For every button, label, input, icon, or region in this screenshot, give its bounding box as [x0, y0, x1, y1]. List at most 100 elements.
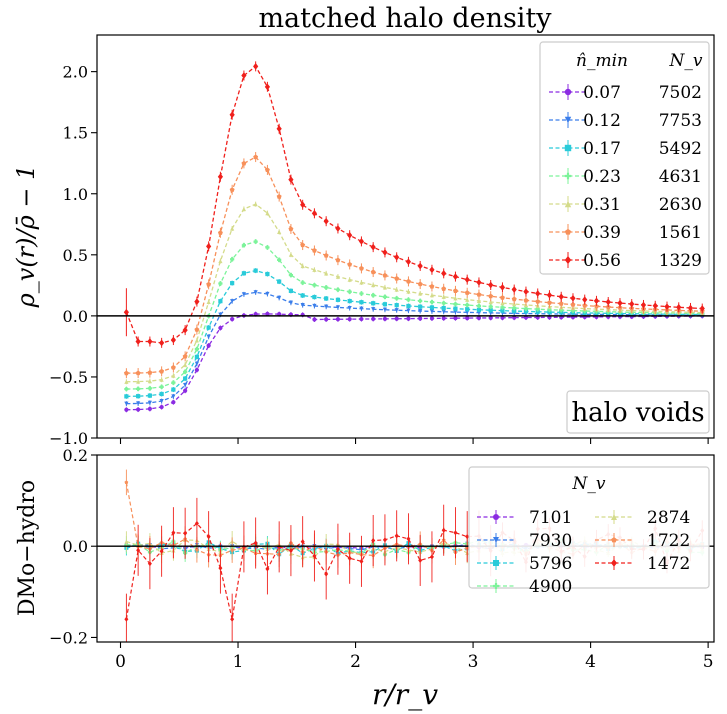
- top-legend-frame: [539, 41, 710, 275]
- legend-row-0.17: 0.17 5492: [549, 139, 702, 159]
- data-point: [371, 282, 376, 288]
- data-point: [147, 386, 152, 391]
- data-point: [535, 309, 540, 314]
- top-legend: n̂_min N_v 0.07 7502 0.12 7753 0.17 5492 0.23 4…: [539, 41, 710, 275]
- data-point: [253, 540, 258, 546]
- data-point: [288, 272, 294, 278]
- data-point: [218, 258, 223, 264]
- data-point: [253, 239, 258, 244]
- data-point: [476, 303, 482, 308]
- legend-swatch-marker: [564, 200, 572, 208]
- data-point: [288, 176, 294, 183]
- series-line-0.56: [125, 65, 703, 344]
- data-point: [523, 288, 529, 295]
- data-point: [488, 308, 493, 313]
- data-point: [159, 548, 164, 554]
- top-axes-frame: [96, 34, 715, 439]
- data-point: [264, 167, 270, 173]
- data-point: [183, 369, 188, 374]
- legend-nmin-value: 0.12: [583, 111, 621, 131]
- data-point: [406, 303, 411, 309]
- top-x-ticks: [119, 438, 709, 444]
- data-point: [441, 309, 446, 314]
- data-point: [206, 534, 211, 540]
- data-point: [170, 364, 176, 370]
- data-point: [335, 274, 341, 279]
- data-point: [500, 315, 505, 320]
- data-point: [312, 283, 317, 288]
- data-point: [570, 302, 576, 307]
- data-point: [135, 370, 141, 376]
- data-point: [359, 280, 364, 285]
- data-point: [159, 404, 164, 410]
- data-point: [182, 326, 188, 334]
- data-point: [488, 281, 494, 289]
- data-point: [429, 293, 435, 298]
- data-point: [159, 339, 165, 347]
- data-point: [499, 283, 506, 291]
- data-point: [183, 530, 188, 536]
- data-point: [241, 206, 247, 212]
- data-point: [183, 362, 188, 367]
- legend-swatch-marker: [493, 537, 499, 543]
- data-point: [335, 257, 341, 263]
- data-point: [253, 62, 259, 70]
- data-point: [265, 211, 270, 216]
- y-tick-label: 0.0: [63, 307, 88, 326]
- y-tick-label: 0.2: [63, 446, 88, 465]
- data-point: [194, 367, 199, 373]
- data-point: [147, 561, 152, 567]
- data-point: [183, 376, 188, 381]
- y-tick-label: 1.0: [63, 185, 88, 204]
- data-point: [230, 616, 235, 622]
- data-point: [324, 317, 329, 322]
- legend-row-0.31: 0.31 2630: [549, 195, 702, 215]
- data-point: [206, 281, 212, 287]
- legend-nv-value: 5492: [659, 139, 702, 159]
- data-point: [335, 546, 340, 552]
- data-point: [418, 316, 423, 321]
- series-nmin-0.31: [124, 201, 705, 385]
- legend-swatch-marker: [493, 514, 499, 520]
- data-point: [171, 394, 176, 399]
- data-point: [382, 294, 388, 299]
- data-point: [194, 547, 199, 552]
- data-point: [230, 299, 235, 304]
- data-point: [441, 269, 447, 277]
- diff-legend-row-1722: 1722: [595, 531, 690, 551]
- legend-nmin-value: 0.23: [583, 167, 621, 187]
- data-point: [324, 304, 329, 309]
- halo-voids-annotation: halo voids: [566, 390, 710, 434]
- data-point: [499, 295, 505, 300]
- data-point: [230, 281, 235, 286]
- legend-nv-value: 2630: [659, 195, 702, 215]
- data-point: [253, 290, 258, 295]
- data-point: [453, 309, 458, 315]
- data-point: [159, 384, 164, 389]
- data-point: [664, 303, 670, 310]
- data-point: [371, 537, 376, 544]
- data-point: [488, 304, 493, 309]
- data-point: [182, 353, 188, 359]
- data-point: [136, 386, 141, 391]
- legend-row-0.56: 0.56 1329: [549, 251, 702, 271]
- data-point: [418, 298, 423, 304]
- data-point: [276, 194, 282, 199]
- data-point: [288, 252, 294, 257]
- data-point: [512, 308, 517, 314]
- data-point: [253, 268, 258, 273]
- data-point: [382, 316, 388, 321]
- data-point: [241, 243, 247, 248]
- data-point: [123, 370, 129, 376]
- data-point: [171, 387, 176, 392]
- data-point: [476, 279, 482, 286]
- data-point: [500, 300, 505, 306]
- bottom-x-ticks: 0 1 2 3 4 5: [115, 642, 714, 672]
- data-point: [523, 309, 529, 314]
- data-point: [206, 325, 211, 330]
- data-point: [253, 202, 258, 207]
- data-point: [194, 298, 200, 306]
- data-point: [147, 406, 152, 411]
- chart-title: matched halo density: [258, 3, 552, 34]
